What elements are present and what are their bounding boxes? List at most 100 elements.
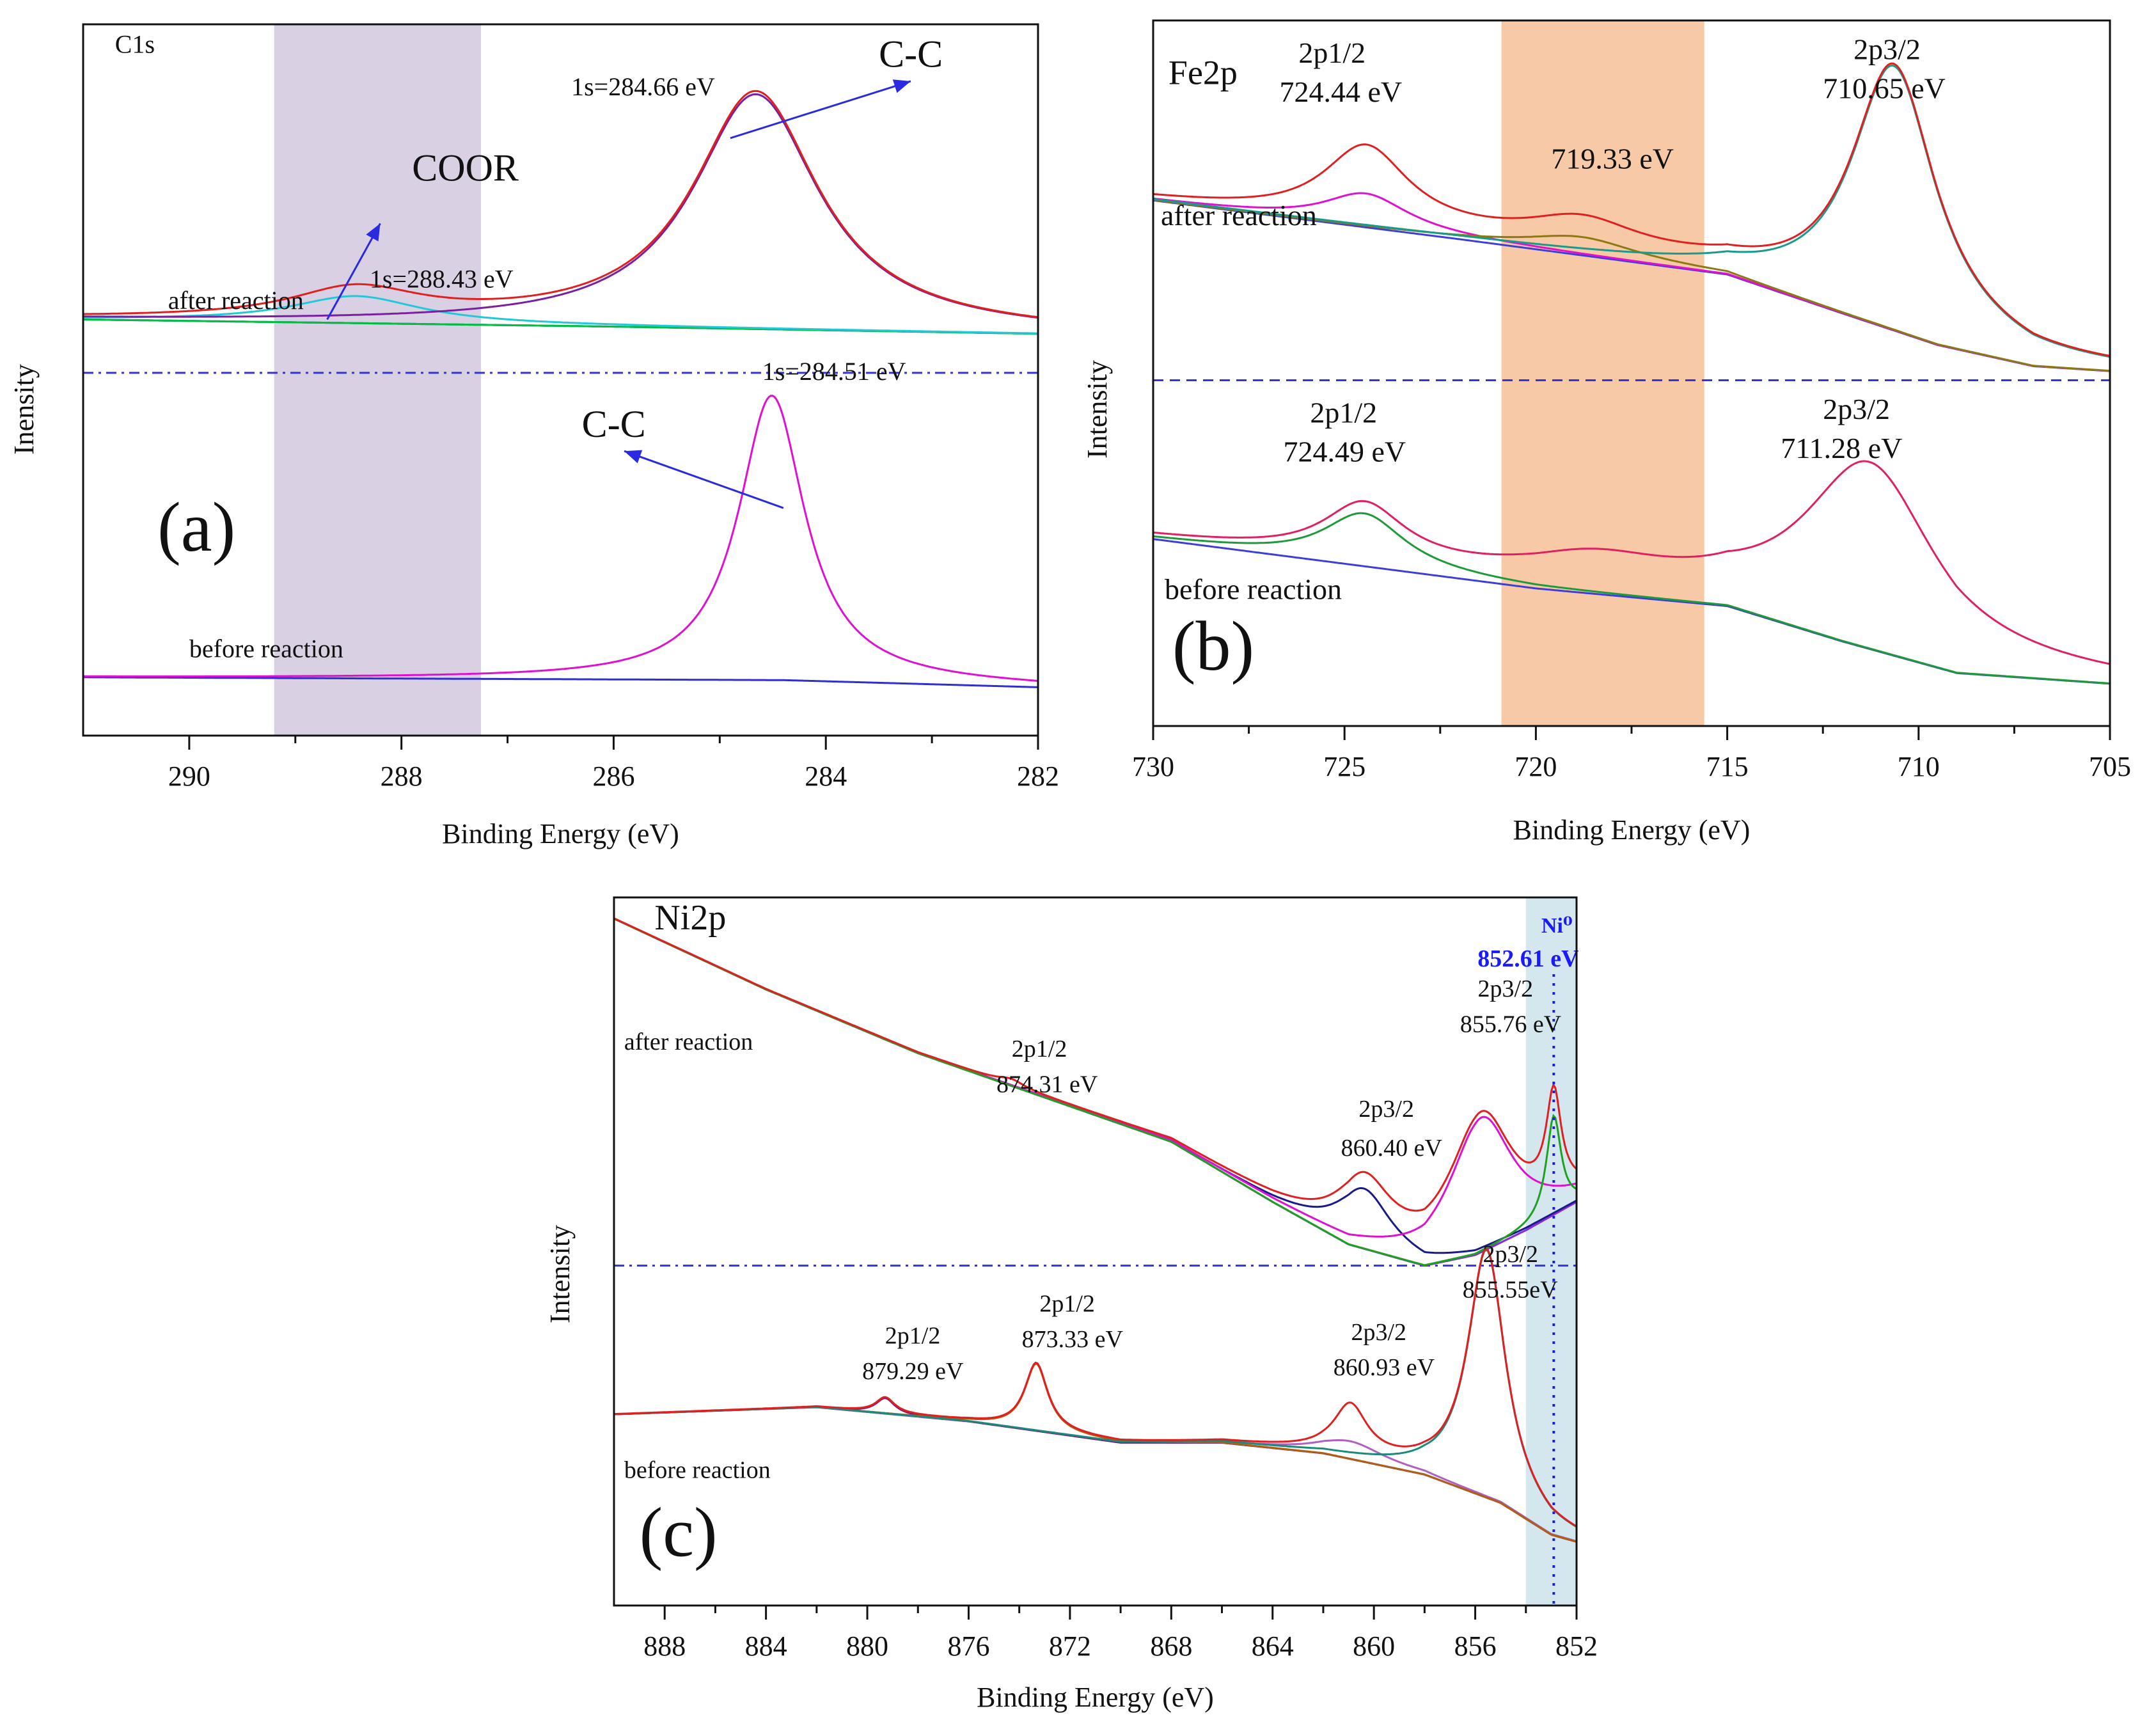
annotation-label: 1s=284.66 eV xyxy=(571,72,715,101)
annotation-label: 2p3/2 xyxy=(1478,975,1534,1002)
annotation-label: 724.49 eV xyxy=(1283,435,1406,468)
annotation-label: (a) xyxy=(157,488,235,566)
panel-a-shaded-region xyxy=(274,24,482,736)
panel-c-spectra xyxy=(613,917,1578,1543)
annotation-label: 855.55eV xyxy=(1463,1276,1558,1303)
ni0-value-label: 852.61 eV xyxy=(1477,945,1579,972)
shaded-band xyxy=(1525,897,1577,1606)
annotation-label: 711.28 eV xyxy=(1781,432,1902,464)
panel-c-x-axis-label: Binding Energy (eV) xyxy=(977,1682,1214,1713)
annotation-label: 860.93 eV xyxy=(1334,1354,1435,1381)
annotation-label: (b) xyxy=(1172,607,1254,685)
panel-b-axes: 730 725 720 715 710 705 xyxy=(1132,19,2131,782)
annotation-label: after reaction xyxy=(1161,199,1317,232)
annotation-label: 724.44 eV xyxy=(1279,75,1402,108)
annotation-label: 2p3/2 xyxy=(1823,393,1890,425)
x-tick-label: 730 xyxy=(1132,751,1174,782)
annotation-label: 2p3/2 xyxy=(1358,1096,1414,1123)
x-tick-label: 852 xyxy=(1555,1630,1598,1662)
annotation-label: before reaction xyxy=(189,635,343,663)
annotation-label: 2p1/2 xyxy=(1310,397,1377,429)
annotation-label: Ni2p xyxy=(654,898,726,938)
annotation-label: Fe2p xyxy=(1168,53,1238,91)
panel-a-arrows xyxy=(326,79,911,509)
trace-before-873-component xyxy=(613,1362,1577,1543)
annotation-label: C1s xyxy=(115,29,155,58)
annotation-label: 879.29 eV xyxy=(862,1358,964,1385)
x-tick-label: 288 xyxy=(381,761,423,792)
panel-b-shaded-region xyxy=(1501,20,1704,726)
annotation-arrow-head xyxy=(624,450,643,464)
x-tick-label: 872 xyxy=(1049,1630,1091,1662)
trace-before-cc-component xyxy=(83,395,1039,682)
panel-a-annotations: C1s 1s=284.66 eV C-C COOR 1s=288.43 eV after … xyxy=(115,29,943,663)
trace-after-coor-component xyxy=(83,295,1039,335)
annotation-label: after reaction xyxy=(624,1029,753,1055)
annotation-label: before reaction xyxy=(624,1457,771,1484)
panel-a-spectra xyxy=(83,90,1039,688)
panel-a-x-axis-label: Binding Energy (eV) xyxy=(442,818,679,849)
trace-after-envelope xyxy=(1153,62,2111,357)
x-tick-label: 868 xyxy=(1150,1630,1192,1662)
annotation-label: 874.31 eV xyxy=(996,1071,1098,1098)
x-tick-label: 286 xyxy=(592,761,634,792)
annotation-arrow-head xyxy=(366,223,381,242)
panel-b-annotations: Fe2p 2p1/2 724.44 eV 719.33 eV 2p3/2 710.65 e… xyxy=(1161,33,1946,685)
annotation-label: 2p3/2 xyxy=(1483,1241,1538,1268)
x-tick-label: 856 xyxy=(1454,1630,1497,1662)
x-tick-label: 705 xyxy=(2089,751,2131,782)
panel-b-y-axis-label: Intensity xyxy=(1082,360,1113,459)
annotation-label: 2p1/2 xyxy=(1298,36,1365,69)
trace-before-855-component xyxy=(613,1248,1577,1528)
annotation-arrow-head xyxy=(892,79,911,93)
panel-c-annotations: Ni2p after reaction 2p1/2 874.31 eV 2p3/2 860… xyxy=(624,898,1562,1572)
annotation-label: before reaction xyxy=(1165,572,1342,605)
panel-c-ni0-marker: Ni⁰ 852.61 eV xyxy=(1477,914,1579,1606)
annotation-arrow-line xyxy=(624,450,784,509)
annotation-label: 873.33 eV xyxy=(1022,1326,1124,1353)
trace-after-envelope xyxy=(83,90,1039,319)
panel-a-y-axis-label: Inensity xyxy=(8,364,40,455)
x-tick-label: 876 xyxy=(947,1630,989,1662)
panel-c-shaded-region xyxy=(1525,897,1577,1606)
x-tick-label: 715 xyxy=(1706,751,1749,782)
x-tick-label: 860 xyxy=(1353,1630,1395,1662)
trace-before-background xyxy=(83,676,1039,688)
plot-frame xyxy=(82,23,1039,737)
x-tick-label: 884 xyxy=(745,1630,787,1662)
annotation-label: C-C xyxy=(582,403,646,445)
annotation-label: 719.33 eV xyxy=(1551,143,1674,175)
trace-after-envelope xyxy=(613,917,1578,1212)
annotation-label: 2p3/2 xyxy=(1853,33,1921,66)
trace-before-2p12-component xyxy=(1153,512,2111,684)
annotation-arrow-line xyxy=(326,223,381,320)
annotation-label: 1s=288.43 eV xyxy=(370,264,514,293)
trace-after-cc-component xyxy=(83,93,1039,319)
annotation-label: 710.65 eV xyxy=(1823,72,1946,104)
panel-a-c1s-chart: C1s 1s=284.66 eV C-C COOR 1s=288.43 eV after … xyxy=(8,23,1059,849)
x-tick-label: 720 xyxy=(1515,751,1557,782)
annotation-label: after reaction xyxy=(168,286,304,315)
panel-c-ni2p-chart: Ni⁰ 852.61 eV Ni2p after reaction 2p1/2 874.… xyxy=(544,896,1598,1713)
trace-before-envelope xyxy=(1153,460,2111,665)
plot-frame xyxy=(613,896,1578,1607)
x-tick-label: 725 xyxy=(1323,751,1365,782)
x-tick-label: 864 xyxy=(1252,1630,1294,1662)
shaded-band xyxy=(274,24,482,736)
x-tick-label: 290 xyxy=(168,761,210,792)
annotation-arrow-line xyxy=(730,80,911,139)
trace-before-envelope xyxy=(613,1247,1577,1527)
ni0-label: Ni⁰ xyxy=(1541,914,1573,938)
annotation-label: 2p1/2 xyxy=(885,1322,941,1349)
annotation-label: 1s=284.51 eV xyxy=(762,357,906,386)
shaded-band xyxy=(1501,20,1704,726)
x-tick-label: 284 xyxy=(805,761,847,792)
x-tick-label: 282 xyxy=(1017,761,1059,792)
annotation-label: 2p1/2 xyxy=(1039,1291,1095,1318)
panel-c-axes: 888 884 880 876 872 868 864 860 856 852 xyxy=(613,896,1598,1662)
panel-b-x-axis-label: Binding Energy (eV) xyxy=(1513,814,1751,846)
panel-c-y-axis-label: Intensity xyxy=(544,1225,576,1323)
annotation-label: (c) xyxy=(640,1494,718,1572)
annotation-label: COOR xyxy=(412,147,519,189)
